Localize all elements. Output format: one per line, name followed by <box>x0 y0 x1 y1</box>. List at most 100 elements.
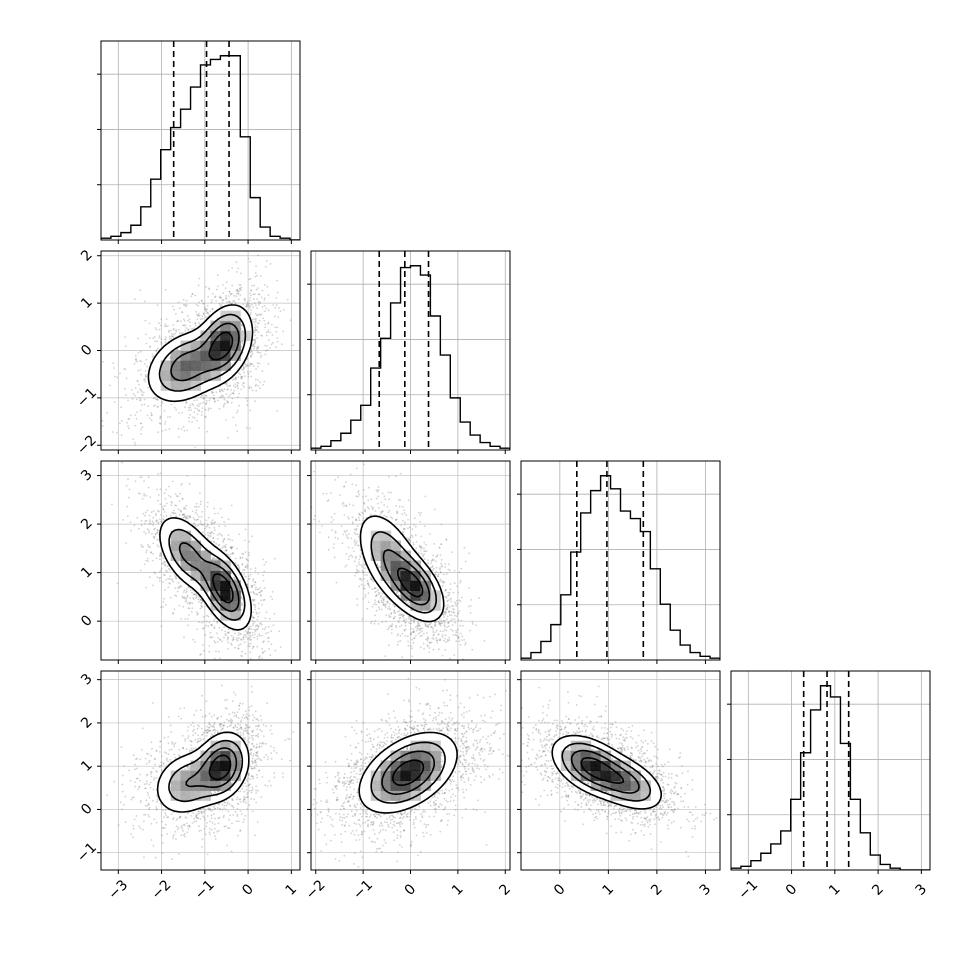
density-cell <box>220 360 231 371</box>
contour-fill-cell <box>163 552 167 556</box>
scatter-point <box>203 306 206 308</box>
scatter-point <box>257 345 260 348</box>
scatter-point <box>250 289 253 292</box>
scatter-point <box>235 295 238 298</box>
contour-fill-cell <box>243 353 247 357</box>
panels-layer <box>97 40 931 874</box>
scatter-point <box>243 371 245 374</box>
scatter-point <box>177 319 180 322</box>
contour-fill-cell <box>177 566 182 570</box>
contour-fill-cell <box>160 540 165 545</box>
scatter-point <box>236 289 239 292</box>
scatter-point <box>177 427 180 430</box>
scatter-point <box>148 523 151 526</box>
scatter-point <box>173 406 176 409</box>
contour-fill-cell <box>157 387 162 391</box>
scatter-point <box>256 612 258 615</box>
scatter-point <box>152 516 155 519</box>
scatter-point <box>235 292 238 295</box>
scatter-point <box>186 602 189 605</box>
contour-fill-cell <box>240 310 244 315</box>
contour-fill-cell <box>186 336 190 340</box>
scatter-point <box>151 520 154 523</box>
scatter-point <box>245 364 247 366</box>
scatter-point <box>208 328 211 331</box>
scatter-point <box>256 322 259 325</box>
scatter-point <box>261 651 264 654</box>
scatter-point <box>201 315 204 318</box>
contour-fill-cell <box>240 356 244 360</box>
scatter-point <box>264 632 267 635</box>
scatter-point <box>195 519 198 522</box>
contour-fill-cell <box>166 520 170 525</box>
scatter-point <box>143 494 146 497</box>
contour-fill-cell <box>155 359 159 363</box>
pair-grid <box>521 671 720 870</box>
scatter-point <box>238 298 240 301</box>
contour-fill-cell <box>192 336 196 340</box>
scatter-point <box>221 284 224 286</box>
scatter-point <box>267 321 270 324</box>
scatter-point <box>270 343 273 346</box>
contour-fill-cell <box>155 384 159 389</box>
contour-fill-cell <box>166 554 170 559</box>
scatter-point <box>182 303 185 306</box>
scatter-point <box>200 300 203 302</box>
scatter-point <box>230 644 233 646</box>
scatter-point <box>228 300 230 303</box>
scatter-point <box>250 309 252 312</box>
density-cell <box>170 370 182 381</box>
contour-fill-cell <box>197 390 202 394</box>
scatter-point <box>143 300 146 303</box>
scatter-point <box>155 349 158 351</box>
scatter-point <box>162 562 165 565</box>
scatter-point <box>254 570 257 572</box>
scatter-point <box>199 503 202 506</box>
scatter-point <box>151 353 154 355</box>
scatter-point <box>229 293 232 295</box>
scatter-point <box>171 579 174 581</box>
scatter-point <box>207 295 210 298</box>
scatter-point <box>145 520 148 522</box>
scatter-point <box>151 559 154 562</box>
scatter-point <box>191 602 194 605</box>
scatter-point <box>154 572 157 575</box>
scatter-point <box>187 586 190 589</box>
scatter-point <box>157 499 159 502</box>
contour-fill-cell <box>180 336 185 340</box>
scatter-point <box>183 506 186 509</box>
scatter-point <box>183 429 186 432</box>
scatter-point <box>269 347 272 349</box>
scatter-panel-0-2 <box>111 461 282 702</box>
contour-fill-cell <box>166 396 170 400</box>
scatter-point <box>158 336 161 339</box>
scatter-point <box>137 337 139 340</box>
scatter-point <box>250 356 253 358</box>
scatter-point <box>168 330 170 332</box>
scatter-point <box>189 478 191 480</box>
scatter-point <box>262 317 265 320</box>
scatter-point <box>208 532 211 534</box>
scatter-point <box>243 298 246 301</box>
scatter-point <box>243 700 245 702</box>
scatter-point <box>196 399 198 401</box>
scatter-point <box>201 407 204 410</box>
contour-fill-cell <box>246 344 250 349</box>
scatter-point <box>134 387 137 389</box>
scatter-point <box>207 287 210 290</box>
contour-fill-cell <box>228 370 233 374</box>
scatter-point <box>259 655 261 657</box>
scatter-point <box>252 645 255 648</box>
contour-fill-cell <box>160 526 165 530</box>
scatter-point <box>205 620 208 623</box>
scatter-point <box>248 637 251 640</box>
scatter-point <box>146 509 149 512</box>
scatter-point <box>253 347 255 350</box>
scatter-point <box>265 331 268 334</box>
contour-fill-cell <box>231 307 236 312</box>
histogram-panel-3 <box>727 671 930 870</box>
scatter-point <box>190 409 193 411</box>
scatter-point <box>244 528 247 531</box>
contour-fill-cell <box>163 350 167 354</box>
scatter-point <box>245 575 247 578</box>
